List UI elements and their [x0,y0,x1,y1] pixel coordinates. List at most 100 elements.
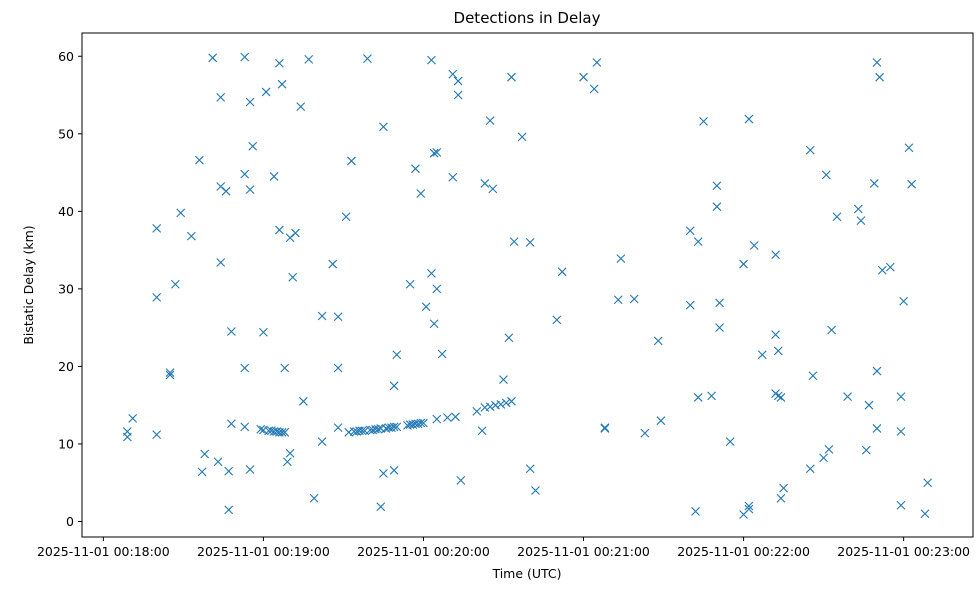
x-axis-label: Time (UTC) [491,566,561,581]
data-point [589,84,599,94]
data-point [453,76,463,86]
data-point [896,392,906,402]
data-point [240,169,250,179]
data-point [421,302,431,312]
data-point [776,493,786,503]
data-point [280,363,290,373]
y-tick-label: 10 [58,436,74,451]
data-point [507,72,516,82]
data-point [405,279,415,289]
data-point [808,371,818,381]
data-point [379,469,388,478]
data-point [896,500,906,510]
data-point [629,294,639,304]
y-tick-label: 50 [58,126,74,141]
data-point [525,464,535,474]
data-point [165,368,175,378]
data-point [885,262,895,272]
data-point [213,457,223,467]
x-tick-label: 2025-11-01 00:23:00 [837,544,970,559]
data-point [194,155,204,165]
data-point [773,346,783,356]
data-point [832,212,842,222]
data-point [712,181,722,191]
data-point [392,422,402,432]
data-point [920,509,930,519]
data-point [309,493,319,503]
data-point [501,398,511,408]
data-point [907,179,917,189]
data-point [477,426,487,436]
data-point [579,72,588,82]
data-point [691,507,700,516]
data-point [227,419,236,429]
data-point [600,424,610,433]
data-point [240,422,250,432]
data-point [165,370,175,380]
chart-title: Detections in Delay [454,9,601,27]
data-point [771,330,780,340]
data-point [288,272,298,282]
data-point [376,502,386,512]
data-point [280,427,290,437]
data-point [685,226,695,236]
data-point [429,148,439,158]
data-point [152,224,162,233]
data-point [744,504,754,514]
data-point [552,315,562,325]
data-point [240,363,250,373]
data-point [427,55,436,65]
data-point [317,311,327,321]
data-point [757,350,767,360]
data-point [411,164,420,174]
data-point [613,295,623,305]
data-point [304,54,314,64]
data-point [872,424,882,433]
data-point [824,444,834,454]
data-point [869,179,879,188]
data-point [872,58,882,67]
data-point [197,467,207,477]
data-point [773,391,783,401]
data-point [456,476,466,485]
data-point [363,54,372,63]
data-point [221,186,231,196]
data-point [488,184,498,194]
data-point [275,58,284,68]
data-point [245,97,255,107]
data-point [864,400,874,410]
data-point [432,414,442,424]
data-point [419,418,428,428]
data-point [389,465,399,475]
data-point [779,483,788,493]
data-point [899,296,909,306]
data-point [333,363,343,373]
data-point [592,58,602,67]
data-point [379,122,388,132]
data-point [224,466,234,476]
data-point [451,412,460,422]
data-point [504,333,514,343]
data-point [517,132,527,142]
data-point [186,231,196,241]
data-point [744,501,754,511]
x-tick-label: 2025-11-01 00:18:00 [37,544,170,559]
data-point [357,426,367,436]
data-point [819,453,828,463]
data-point [389,381,399,391]
data-point [712,202,722,212]
data-point [531,486,540,495]
data-point [856,216,866,226]
data-point [485,402,495,412]
data-point [744,114,754,124]
data-point [216,258,226,267]
points-layer [122,52,933,519]
data-point [525,237,535,247]
data-point [128,413,138,423]
data-point [485,116,495,126]
data-point [904,143,914,153]
data-point [771,250,780,260]
data-point [877,265,887,275]
data-point [248,141,258,151]
